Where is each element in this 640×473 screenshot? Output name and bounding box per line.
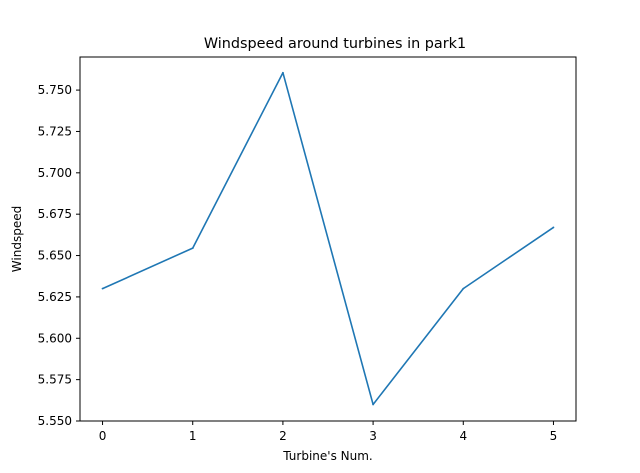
y-tick-label: 5.675 [38,207,72,221]
x-axis-label: Turbine's Num. [282,449,372,463]
y-tick-label: 5.600 [38,331,72,345]
y-tick-label: 5.700 [38,166,72,180]
chart-title: Windspeed around turbines in park1 [204,36,466,52]
x-tick-label: 1 [189,429,197,443]
y-tick-label: 5.625 [38,290,72,304]
plot-frame [79,56,577,422]
y-tick-label: 5.575 [38,373,72,387]
y-tick-label: 5.725 [38,124,72,138]
x-tick-label: 3 [369,429,377,443]
x-tick-label: 2 [279,429,287,443]
data-point [191,247,194,250]
y-tick-label: 5.550 [38,414,72,428]
x-tick-label: 4 [459,429,467,443]
data-point [552,226,555,229]
data-point [462,287,465,290]
y-axis-label: Windspeed [10,206,24,272]
series-line [102,71,554,406]
x-axis: 0 1 2 3 4 5 [99,421,558,443]
y-tick-label: 5.750 [38,83,72,97]
x-tick-label: 5 [550,429,558,443]
y-tick-label: 5.650 [38,249,72,263]
series-layer [101,71,555,406]
x-tick-label: 0 [99,429,107,443]
data-point [101,287,104,290]
y-axis: 5.550 5.575 5.600 5.625 5.650 5.675 5.700 5.725… [38,83,80,428]
data-point [282,71,284,74]
data-point [372,403,374,406]
